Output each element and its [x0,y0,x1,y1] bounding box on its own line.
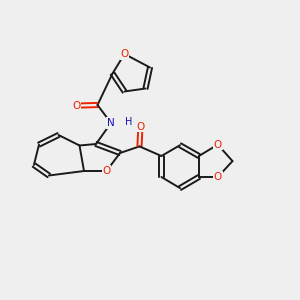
Text: N: N [107,118,115,128]
Text: O: O [72,100,81,111]
Text: O: O [214,172,222,182]
Text: O: O [102,166,111,176]
Text: O: O [214,140,222,150]
Text: O: O [120,49,129,59]
Text: O: O [136,122,145,132]
Text: H: H [124,117,132,127]
